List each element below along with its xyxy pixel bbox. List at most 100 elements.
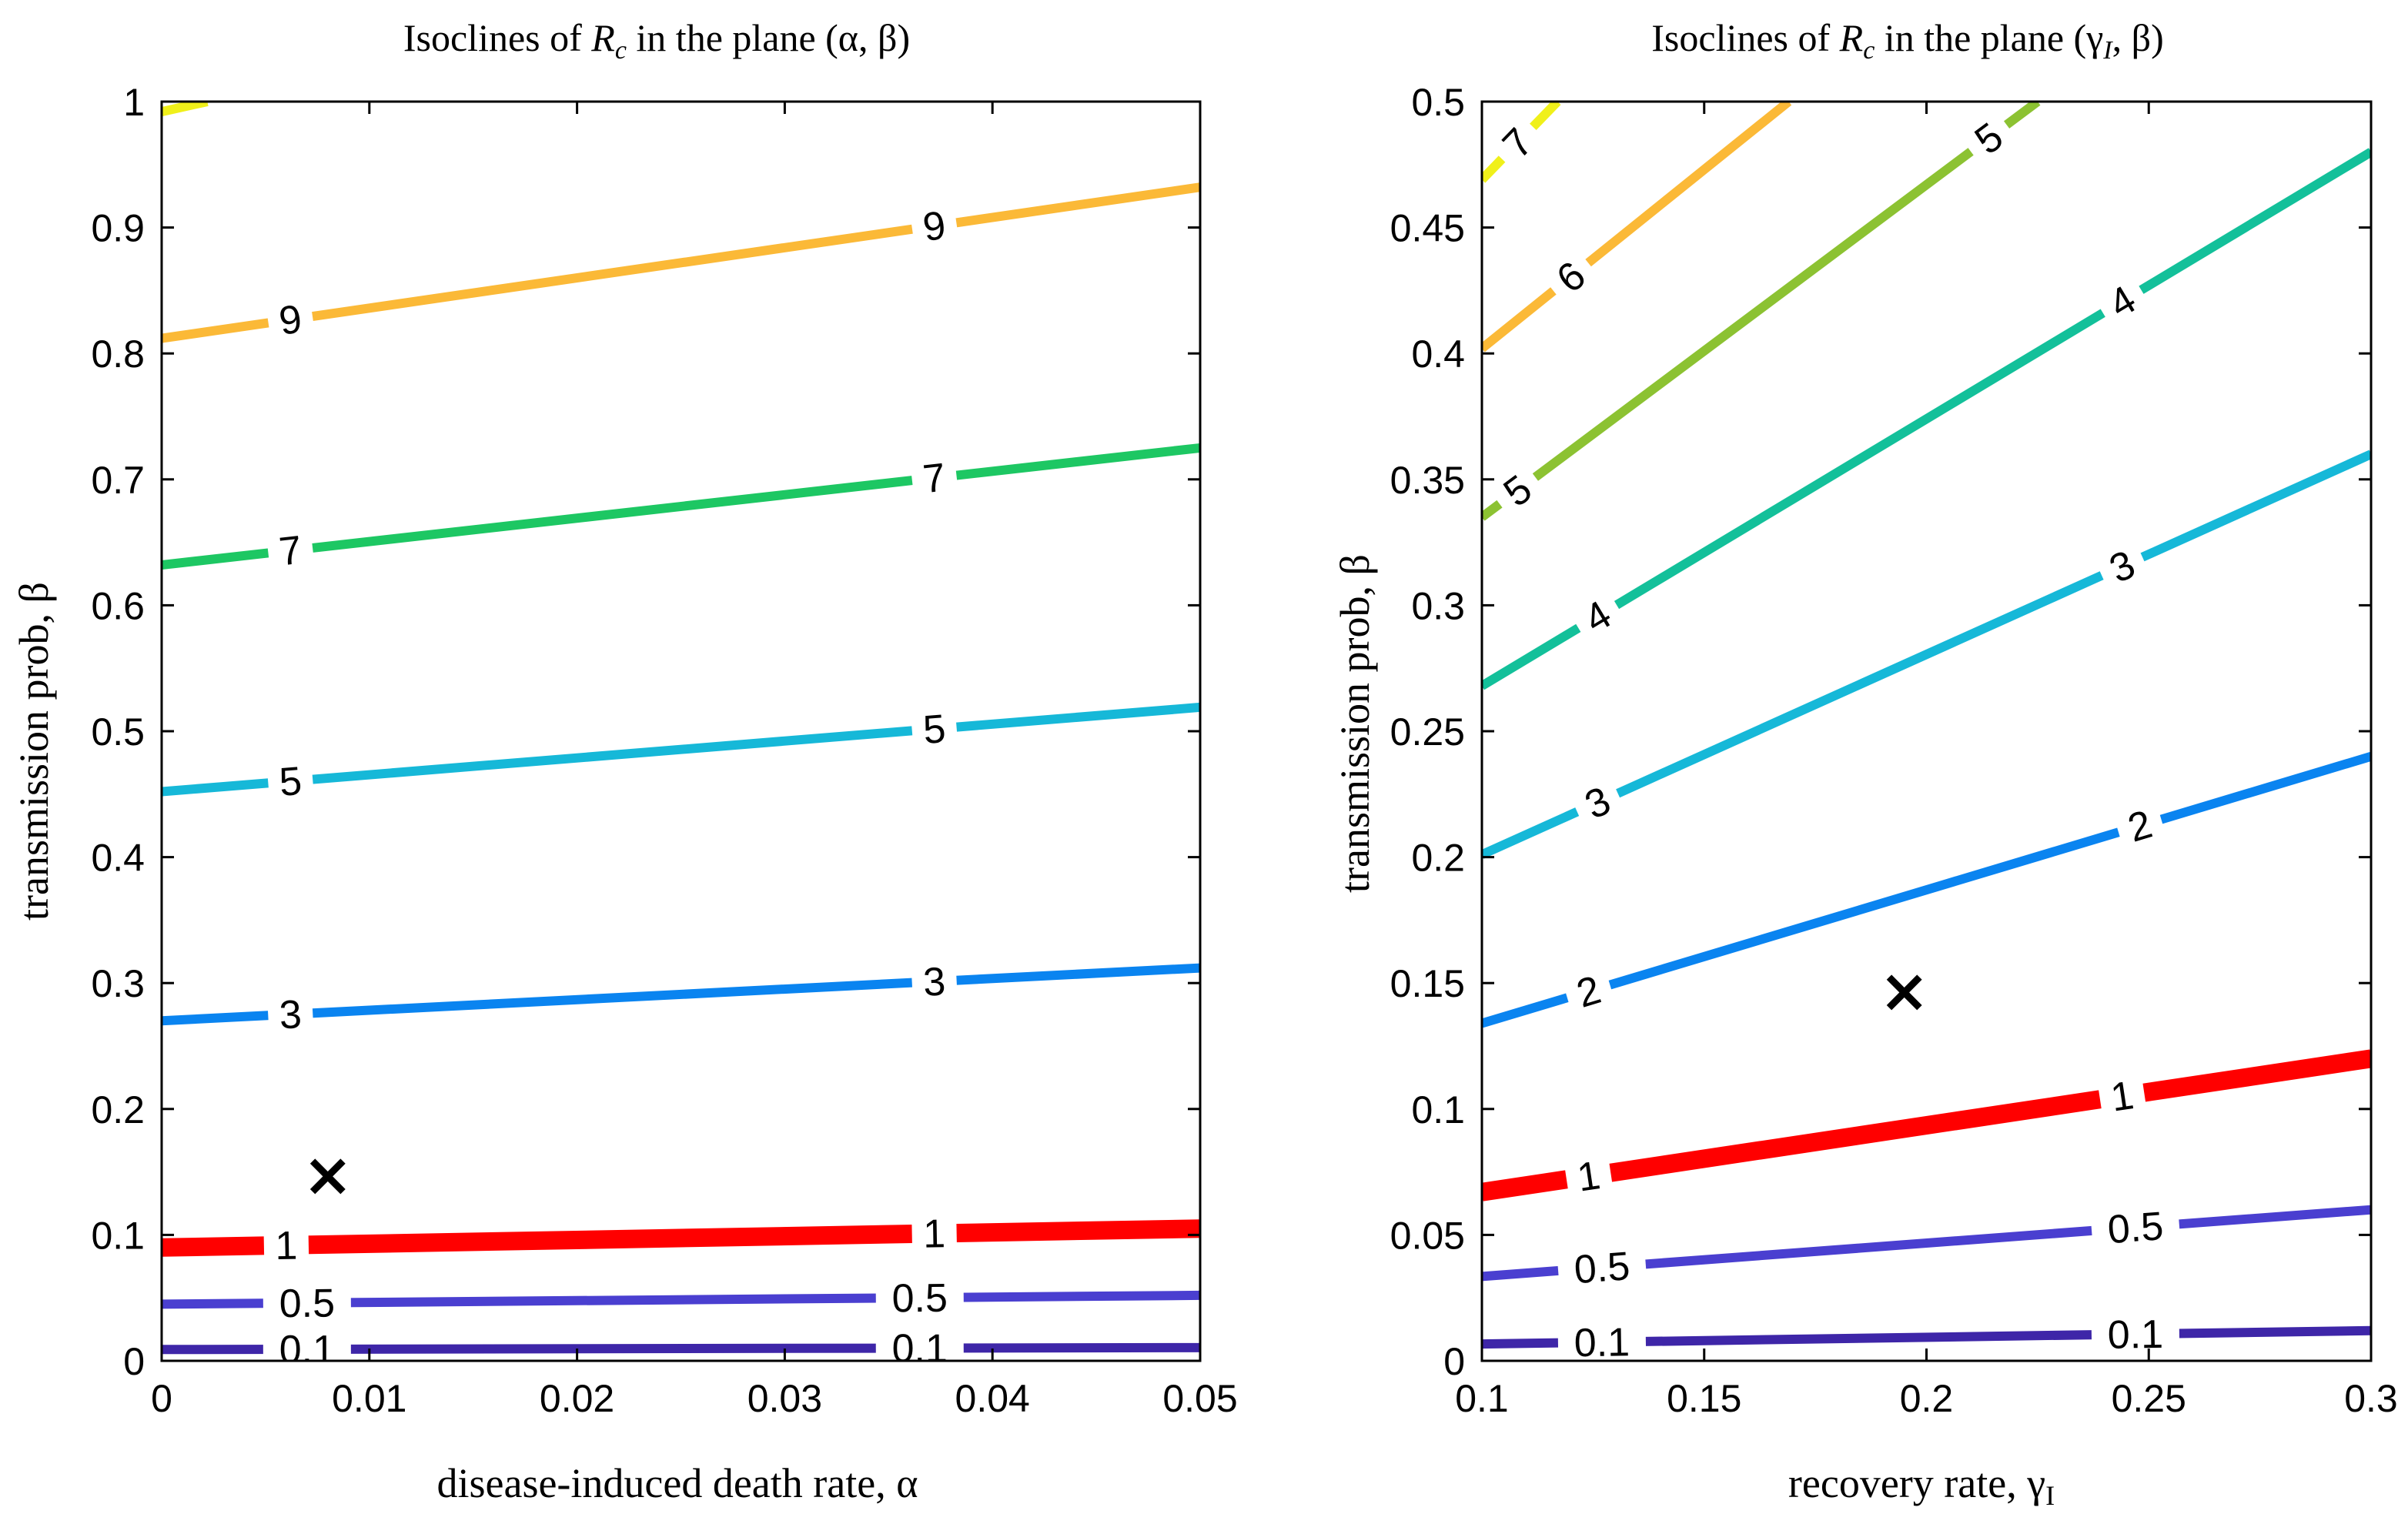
- isocline-label-gap: [1483, 456, 1551, 525]
- isocline-7-label-1: 7: [921, 455, 948, 502]
- isocline-1-line: [1482, 1049, 2371, 1201]
- isocline-label-gap: [1564, 582, 1630, 651]
- y-tick-label: 0: [123, 1340, 145, 1383]
- isocline-label-gap: [265, 522, 316, 580]
- y-tick-label: 1: [123, 81, 145, 124]
- isocline-label-gap: [266, 987, 314, 1042]
- isocline-label-gap: [875, 1322, 964, 1361]
- baseline-parameter-marker: ×: [1879, 957, 1929, 1026]
- y-tick-label: 0.4: [1411, 333, 1465, 376]
- y-tick-label: 0.3: [1411, 584, 1465, 627]
- isocline-0.1-label-1: 0.1: [2107, 1312, 2163, 1358]
- isocline-label-gap: [910, 954, 958, 1009]
- isocline-label-gap: [263, 1218, 309, 1272]
- right-y-axis-label: transmission prob, β: [1332, 554, 1378, 893]
- isocline-label-gap: [1955, 103, 2022, 173]
- isocline-0.1-label-0: 0.1: [279, 1328, 335, 1372]
- y-tick-label: 0.15: [1390, 962, 1465, 1005]
- isocline-5-line: [162, 702, 1200, 797]
- isocline-label-gap: [2089, 267, 2155, 336]
- isocline-edge-line: [162, 102, 209, 116]
- y-tick-label: 0.25: [1390, 710, 1465, 754]
- y-tick-label: 0: [1443, 1340, 1465, 1383]
- isocline-label-gap: [1537, 242, 1605, 312]
- x-tick-label: 0.04: [955, 1377, 1030, 1420]
- y-tick-label: 0.2: [91, 1088, 145, 1131]
- isocline-9-line: [162, 182, 1200, 343]
- x-tick-label: 0.3: [2344, 1377, 2398, 1420]
- isocline-label-gap: [1566, 769, 1629, 836]
- x-tick-label: 0: [151, 1377, 172, 1420]
- y-tick-label: 0.4: [91, 837, 145, 880]
- right-x-axis-label: recovery rate, γI: [1788, 1460, 2055, 1511]
- y-tick-label: 0.3: [91, 962, 145, 1005]
- isocline-label-gap: [909, 449, 960, 506]
- right-panel: Isoclines of Rc in the plane (γI, β) 0.1…: [1332, 16, 2398, 1511]
- isocline-3-label-0: 3: [278, 992, 303, 1038]
- x-tick-label: 0.2: [1900, 1377, 1954, 1420]
- y-tick-label: 0.7: [91, 459, 145, 502]
- isocline-3-line: [1482, 450, 2371, 859]
- baseline-parameter-marker: ×: [303, 1141, 353, 1210]
- isocline-3-line: [162, 963, 1200, 1026]
- isocline-2-line: [1482, 751, 2371, 1028]
- isocline-label-gap: [908, 196, 961, 256]
- isocline-label-gap: [909, 700, 959, 757]
- isocline-0.5-label-0: 0.5: [279, 1281, 335, 1326]
- y-tick-label: 0.1: [1411, 1088, 1465, 1131]
- y-tick-label: 0.2: [1411, 837, 1465, 880]
- y-tick-label: 0.05: [1390, 1214, 1465, 1257]
- isocline-label-gap: [1557, 1315, 1647, 1361]
- isocline-label-gap: [1562, 1147, 1615, 1205]
- isocline-1-label-0: 1: [275, 1224, 298, 1269]
- x-tick-label: 0.05: [1162, 1377, 1237, 1420]
- isocline-label-gap: [1560, 960, 1618, 1023]
- y-tick-label: 0.45: [1390, 207, 1465, 250]
- isocline-label-gap: [264, 290, 316, 349]
- x-tick-label: 0.15: [1667, 1377, 1741, 1420]
- isocline-7-line: [162, 443, 1200, 570]
- isocline-label-gap: [266, 753, 315, 810]
- y-tick-label: 0.1: [91, 1214, 145, 1257]
- isocline-label-gap: [1556, 1238, 1648, 1297]
- x-tick-label: 0.01: [332, 1377, 406, 1420]
- isocline-0.1-label-0: 0.1: [1574, 1320, 1630, 1365]
- isocline-3-label-1: 3: [922, 959, 947, 1004]
- isocline-label-gap: [2091, 533, 2154, 600]
- plot-background: [1482, 102, 2371, 1361]
- isocline-7-label-0: 7: [277, 528, 304, 575]
- isocline-0.5-label-0: 0.5: [1573, 1244, 1631, 1292]
- isocline-label-gap: [2089, 1198, 2182, 1257]
- isocline-label-gap: [1483, 109, 1552, 178]
- left-y-axis-label: transmission prob, β: [11, 582, 57, 921]
- x-tick-label: 0.1: [1455, 1377, 1509, 1420]
- isocline-0.5-label-1: 0.5: [891, 1276, 948, 1322]
- left-chart-title: Isoclines of Rc in the plane (α, β): [403, 16, 910, 65]
- right-chart-title: Isoclines of Rc in the plane (γI, β): [1651, 16, 2163, 65]
- isocline-label-gap: [875, 1271, 965, 1325]
- isocline-label-gap: [911, 1206, 958, 1261]
- isocline-6-line: [1482, 102, 1792, 353]
- y-tick-label: 0.8: [91, 333, 145, 376]
- isocline-5-label-0: 5: [278, 759, 304, 805]
- left-x-axis-label: disease-induced death rate, α: [436, 1460, 918, 1506]
- isocline-5-label-1: 5: [921, 707, 948, 753]
- isocline-1-line: [162, 1219, 1200, 1257]
- y-tick-label: 0.6: [91, 584, 145, 627]
- isocline-label-gap: [263, 1276, 352, 1330]
- y-tick-label: 0.35: [1390, 459, 1465, 502]
- isocline-0.1-label-1: 0.1: [892, 1326, 948, 1371]
- isocline-5-line: [1482, 102, 2041, 521]
- y-tick-label: 0.9: [91, 207, 145, 250]
- isocline-label-gap: [2091, 1307, 2180, 1361]
- isocline-label-gap: [263, 1322, 351, 1361]
- left-panel: Isoclines of Rc in the plane (α, β) 0.1 0…: [11, 16, 1238, 1506]
- isocline-label-gap: [2095, 1066, 2149, 1125]
- y-tick-label: 0.5: [1411, 81, 1465, 124]
- x-tick-label: 0.02: [540, 1377, 614, 1420]
